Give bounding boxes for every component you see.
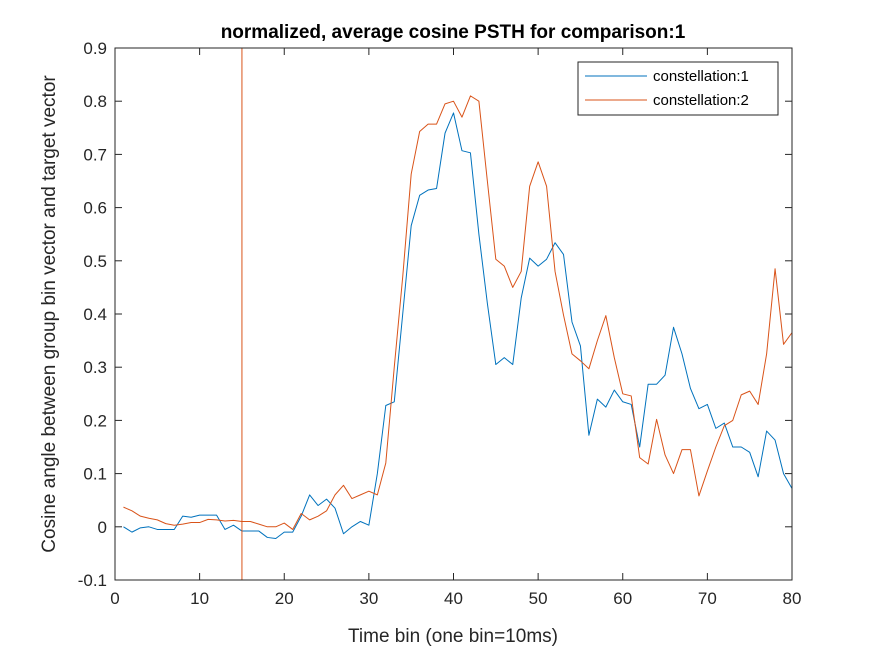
y-axis-label: Cosine angle between group bin vector an…	[39, 75, 60, 553]
y-tick-label: 0	[98, 518, 107, 537]
y-tick-label: 0.2	[83, 411, 107, 430]
series-layer	[123, 95, 793, 539]
x-tick-label: 70	[698, 589, 717, 608]
y-tick-label: 0.3	[83, 358, 107, 377]
x-tick-label: 40	[444, 589, 463, 608]
legend-label-constellation-2: constellation:2	[653, 92, 749, 109]
y-tick-label: 0.7	[83, 145, 107, 164]
y-tick-label: 0.5	[83, 252, 107, 271]
y-tick-label: 0.8	[83, 92, 107, 111]
series-line-constellation-1	[123, 112, 793, 539]
y-tick-label: 0.1	[83, 465, 107, 484]
series-line-constellation-2	[123, 95, 793, 530]
y-tick-label: 0.6	[83, 199, 107, 218]
x-tick-label: 10	[190, 589, 209, 608]
x-tick-label: 30	[359, 589, 378, 608]
legend: constellation:1 constellation:2	[577, 61, 779, 116]
plot-area	[115, 48, 792, 580]
chart-title: normalized, average cosine PSTH for comp…	[221, 22, 686, 43]
y-tick-label: 0.4	[83, 305, 107, 324]
x-axis-label: Time bin (one bin=10ms)	[348, 626, 558, 647]
x-tick-label: 60	[613, 589, 632, 608]
x-tick-label: 50	[529, 589, 548, 608]
ticks-layer: 0 10 20 30 40 50 60 70 80-0.100.10.20.30.40.50.6…	[78, 39, 802, 608]
legend-label-constellation-1: constellation:1	[653, 68, 749, 85]
x-tick-label: 80	[783, 589, 802, 608]
y-tick-label: 0.9	[83, 39, 107, 58]
x-tick-label: 0	[110, 589, 119, 608]
legend-box	[577, 61, 779, 116]
x-tick-label: 20	[275, 589, 294, 608]
y-tick-label: -0.1	[78, 571, 107, 590]
